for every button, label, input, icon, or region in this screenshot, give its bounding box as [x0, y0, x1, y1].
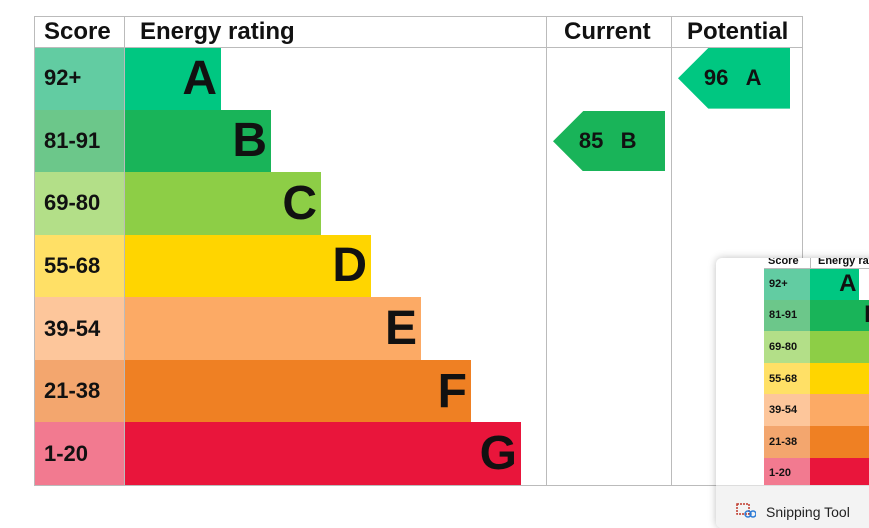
arrow-label: 96: [704, 65, 728, 90]
grid-line: [34, 16, 802, 17]
column-header: Score: [44, 17, 111, 45]
rating-bar: A: [810, 268, 859, 300]
grid-line: [34, 47, 802, 48]
grid-line: [124, 16, 125, 485]
column-header: Current: [564, 17, 651, 45]
score-cell: 1-20: [764, 457, 810, 485]
current-arrow: 85 B: [553, 110, 665, 172]
grid-line: [810, 258, 811, 268]
grid-line: [34, 16, 35, 485]
column-header: Score: [768, 258, 799, 267]
score-cell: 81-91: [34, 109, 124, 173]
score-cell: 55-68: [764, 362, 810, 395]
score-cell: 55-68: [34, 234, 124, 298]
grid-line: [671, 16, 672, 485]
rating-bar: D: [124, 234, 371, 298]
score-cell: 69-80: [34, 172, 124, 235]
arrow-shape: [553, 110, 665, 172]
score-cell: 81-91: [764, 299, 810, 332]
arrow-label: A: [746, 65, 762, 90]
score-cell: 92+: [764, 268, 810, 300]
app-icon: [736, 503, 756, 518]
rating-bar: B: [124, 109, 271, 173]
column-header: Potential: [687, 17, 789, 45]
rating-bar: G: [124, 422, 521, 485]
column-header: Energy rating: [818, 258, 869, 267]
score-cell: 21-38: [34, 359, 124, 423]
score-cell: 1-20: [34, 422, 124, 485]
snip-preview: Score Energy rating 92+A81-91B69-80C55-68D…: [716, 258, 869, 485]
arrow-label: B: [621, 128, 637, 153]
rating-bar: C: [810, 331, 869, 363]
column-header: Energy rating: [140, 17, 295, 45]
score-cell: 39-54: [764, 394, 810, 426]
notification-footer: Snipping Tool: [716, 485, 869, 528]
app-name: Snipping Tool: [766, 504, 850, 520]
rating-bar: A: [124, 47, 221, 110]
score-cell: 69-80: [764, 331, 810, 363]
rating-bar: G: [810, 457, 869, 485]
rating-bar: E: [124, 297, 421, 360]
rating-bar: C: [124, 172, 321, 235]
rating-bar: E: [810, 394, 869, 426]
rating-bar: F: [124, 359, 471, 423]
grid-line: [764, 268, 869, 269]
score-cell: 92+: [34, 47, 124, 110]
snip-notification[interactable]: Score Energy rating 92+A81-91B69-80C55-68D…: [716, 258, 869, 528]
arrow-label: 85: [579, 128, 603, 153]
arrow-shape: [678, 48, 790, 109]
grid-line: [802, 16, 803, 485]
rating-bar: F: [810, 426, 869, 458]
score-cell: 21-38: [764, 426, 810, 458]
rating-bar: B: [810, 299, 869, 332]
grid-line: [34, 485, 802, 486]
score-cell: 39-54: [34, 297, 124, 360]
grid-line: [546, 16, 547, 485]
potential-arrow: 96 A: [678, 48, 790, 109]
rating-bar: D: [810, 362, 869, 395]
